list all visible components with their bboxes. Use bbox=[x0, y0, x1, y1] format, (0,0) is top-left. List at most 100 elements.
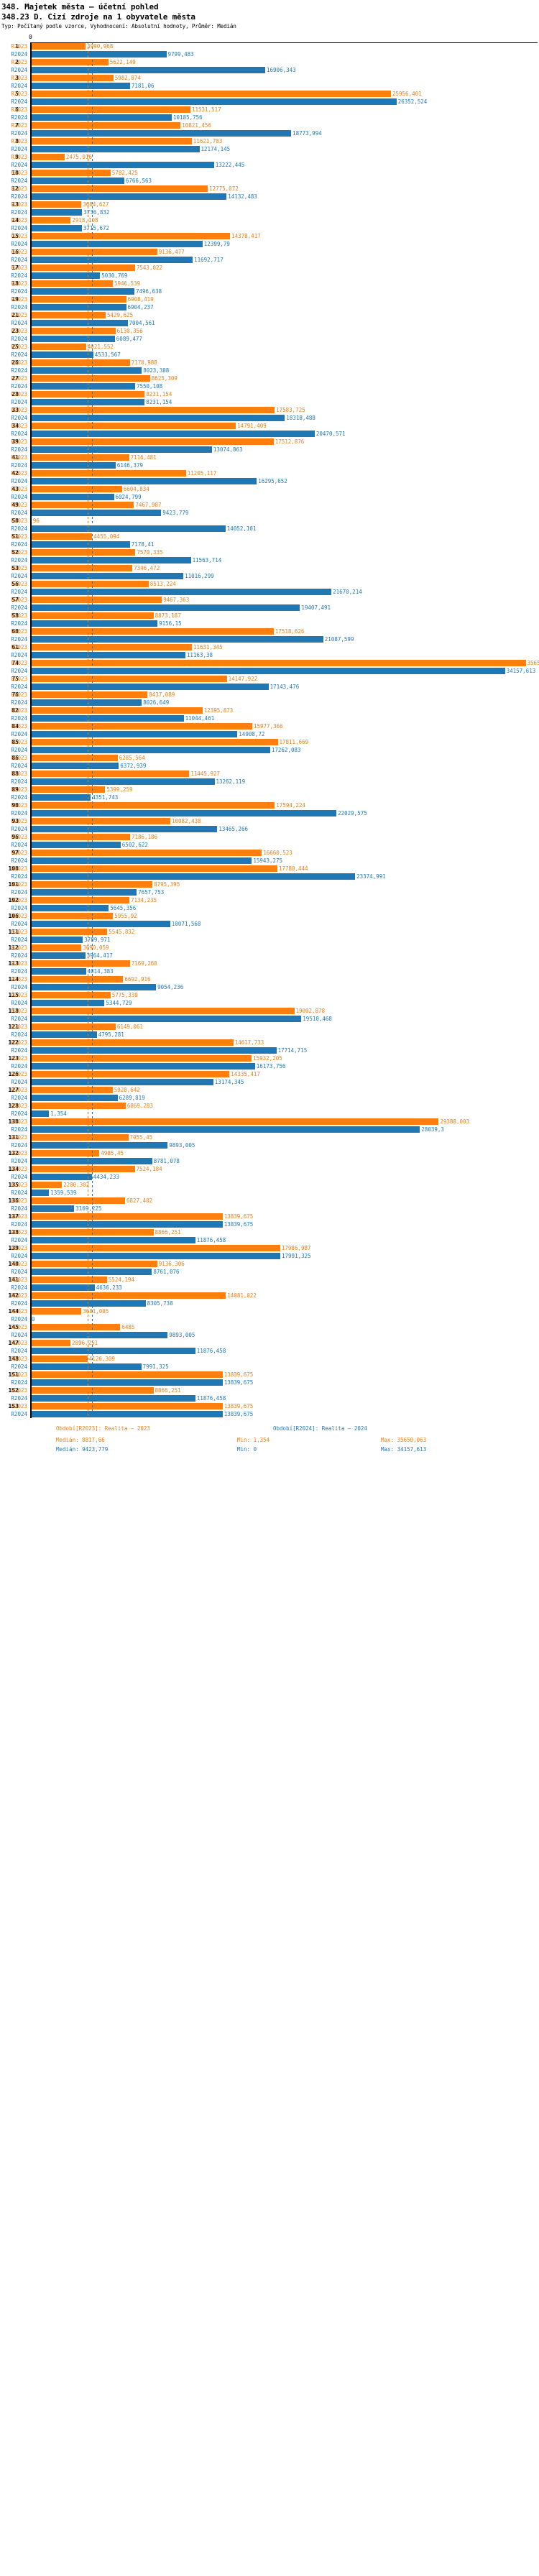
bar-r2024[interactable] bbox=[30, 241, 203, 247]
bar-r2024[interactable] bbox=[30, 794, 91, 801]
bar-r2023[interactable] bbox=[30, 122, 181, 129]
bar-r2023[interactable] bbox=[30, 1387, 154, 1394]
bar-r2024[interactable] bbox=[30, 889, 137, 896]
bar-r2023[interactable] bbox=[30, 296, 126, 303]
bar-r2023[interactable] bbox=[30, 454, 129, 461]
bar-r2023[interactable] bbox=[30, 802, 275, 809]
bar-r2024[interactable] bbox=[30, 541, 130, 548]
bar-r2024[interactable] bbox=[30, 1300, 146, 1307]
bar-r2024[interactable] bbox=[30, 1332, 168, 1338]
bar-r2024[interactable] bbox=[30, 494, 114, 500]
bar-r2023[interactable] bbox=[30, 106, 190, 113]
bar-r2024[interactable] bbox=[30, 431, 315, 437]
bar-r2023[interactable] bbox=[30, 1197, 125, 1204]
bar-r2023[interactable] bbox=[30, 1261, 157, 1267]
bar-r2023[interactable] bbox=[30, 1229, 154, 1236]
bar-r2024[interactable] bbox=[30, 699, 142, 706]
bar-r2024[interactable] bbox=[30, 336, 115, 342]
bar-r2024[interactable] bbox=[30, 446, 212, 453]
bar-r2023[interactable] bbox=[30, 502, 134, 508]
bar-r2023[interactable] bbox=[30, 818, 170, 824]
bar-r2024[interactable] bbox=[30, 636, 323, 643]
bar-r2023[interactable] bbox=[30, 1150, 100, 1156]
bar-r2023[interactable] bbox=[30, 486, 122, 492]
bar-r2023[interactable] bbox=[30, 518, 32, 524]
bar-r2023[interactable] bbox=[30, 1055, 252, 1062]
bar-r2024[interactable] bbox=[30, 510, 162, 516]
bar-r2023[interactable] bbox=[30, 691, 148, 698]
bar-r2023[interactable] bbox=[30, 280, 113, 287]
bar-r2024[interactable] bbox=[30, 1047, 277, 1054]
bar-r2024[interactable] bbox=[30, 952, 86, 959]
bar-r2023[interactable] bbox=[30, 359, 130, 366]
bar-r2024[interactable] bbox=[30, 1379, 223, 1386]
bar-r2023[interactable] bbox=[30, 897, 129, 903]
bar-r2024[interactable] bbox=[30, 620, 158, 627]
bar-r2024[interactable] bbox=[30, 668, 505, 674]
bar-r2023[interactable] bbox=[30, 533, 93, 540]
bar-r2024[interactable] bbox=[30, 146, 200, 152]
bar-r2024[interactable] bbox=[30, 351, 93, 358]
bar-r2024[interactable] bbox=[30, 178, 124, 184]
bar-r2023[interactable] bbox=[30, 264, 135, 271]
bar-r2023[interactable] bbox=[30, 676, 227, 682]
bar-r2024[interactable] bbox=[30, 415, 285, 421]
bar-r2024[interactable] bbox=[30, 1395, 195, 1402]
bar-r2024[interactable] bbox=[30, 1031, 97, 1038]
bar-r2024[interactable] bbox=[30, 810, 337, 816]
bar-r2024[interactable] bbox=[30, 604, 300, 611]
bar-r2024[interactable] bbox=[30, 162, 214, 168]
bar-r2023[interactable] bbox=[30, 976, 124, 983]
bar-r2023[interactable] bbox=[30, 1371, 223, 1378]
bar-r2023[interactable] bbox=[30, 1292, 226, 1299]
bar-r2023[interactable] bbox=[30, 1403, 223, 1409]
bar-r2023[interactable] bbox=[30, 170, 111, 176]
bar-r2023[interactable] bbox=[30, 786, 106, 793]
bar-r2024[interactable] bbox=[30, 747, 270, 753]
bar-r2023[interactable] bbox=[30, 707, 203, 714]
bar-r2023[interactable] bbox=[30, 723, 252, 730]
bar-r2024[interactable] bbox=[30, 1190, 50, 1196]
bar-r2024[interactable] bbox=[30, 763, 119, 769]
bar-r2023[interactable] bbox=[30, 423, 236, 429]
bar-r2023[interactable] bbox=[30, 375, 150, 382]
bar-r2023[interactable] bbox=[30, 1276, 107, 1283]
bar-r2023[interactable] bbox=[30, 1134, 129, 1141]
bar-r2023[interactable] bbox=[30, 407, 275, 413]
bar-r2024[interactable] bbox=[30, 1174, 92, 1180]
bar-r2024[interactable] bbox=[30, 984, 157, 990]
bar-r2023[interactable] bbox=[30, 233, 231, 239]
bar-r2024[interactable] bbox=[30, 367, 142, 374]
bar-r2023[interactable] bbox=[30, 581, 149, 587]
bar-r2023[interactable] bbox=[30, 660, 526, 666]
bar-r2024[interactable] bbox=[30, 383, 135, 390]
bar-r2023[interactable] bbox=[30, 929, 108, 935]
bar-r2024[interactable] bbox=[30, 1095, 118, 1101]
bar-r2023[interactable] bbox=[30, 597, 162, 603]
bar-r2023[interactable] bbox=[30, 739, 278, 745]
bar-r2023[interactable] bbox=[30, 850, 262, 856]
bar-r2023[interactable] bbox=[30, 344, 86, 350]
bar-r2024[interactable] bbox=[30, 1142, 168, 1149]
bar-r2024[interactable] bbox=[30, 257, 193, 263]
bar-r2024[interactable] bbox=[30, 857, 252, 864]
bar-r2024[interactable] bbox=[30, 462, 116, 469]
bar-r2024[interactable] bbox=[30, 731, 238, 737]
bar-r2023[interactable] bbox=[30, 960, 130, 967]
bar-r2023[interactable] bbox=[30, 549, 136, 556]
bar-r2023[interactable] bbox=[30, 470, 186, 477]
bar-r2024[interactable] bbox=[30, 1237, 195, 1243]
bar-r2023[interactable] bbox=[30, 755, 118, 761]
bar-r2024[interactable] bbox=[30, 1363, 142, 1370]
bar-r2023[interactable] bbox=[30, 154, 65, 160]
bar-r2023[interactable] bbox=[30, 944, 82, 951]
bar-r2023[interactable] bbox=[30, 249, 157, 255]
bar-r2023[interactable] bbox=[30, 612, 154, 619]
bar-r2024[interactable] bbox=[30, 873, 356, 880]
bar-r2024[interactable] bbox=[30, 67, 265, 73]
bar-r2023[interactable] bbox=[30, 91, 391, 97]
bar-r2023[interactable] bbox=[30, 312, 106, 318]
bar-r2024[interactable] bbox=[30, 83, 130, 89]
bar-r2023[interactable] bbox=[30, 1324, 121, 1330]
bar-r2023[interactable] bbox=[30, 217, 71, 224]
